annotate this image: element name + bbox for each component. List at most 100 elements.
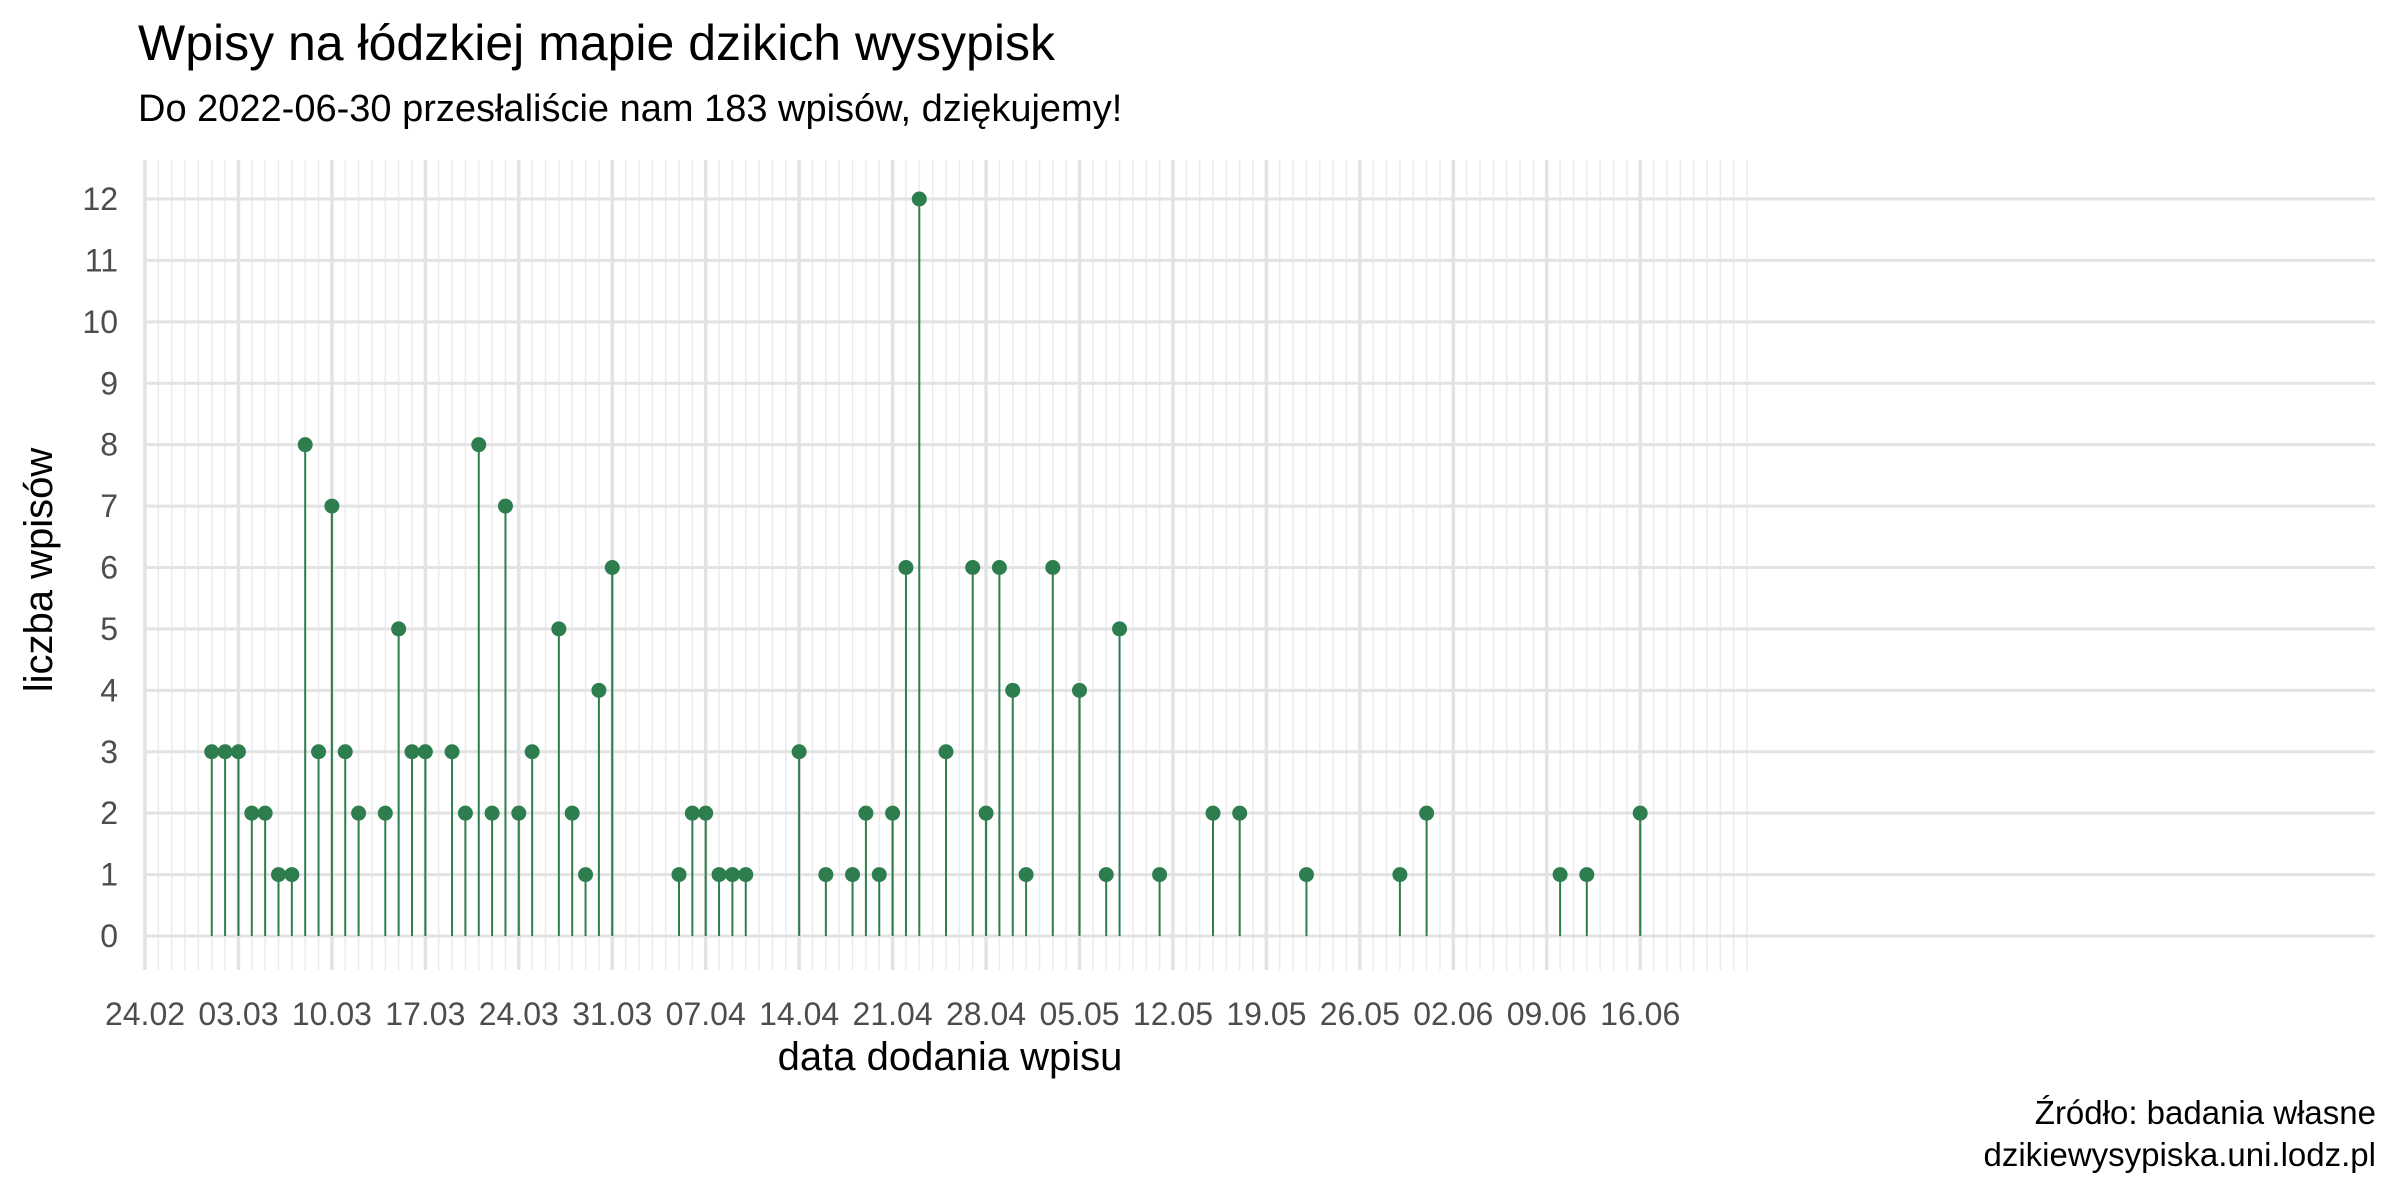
x-tick-label: 24.03 bbox=[479, 996, 559, 1032]
caption-source: Źródło: badania własne bbox=[2034, 1094, 2376, 1131]
lollipop-point bbox=[377, 805, 393, 821]
chart-subtitle: Do 2022-06-30 przesłaliście nam 183 wpis… bbox=[138, 88, 1123, 130]
lollipop-point bbox=[1005, 682, 1021, 698]
x-tick-label: 03.03 bbox=[198, 996, 278, 1032]
lollipop-point bbox=[818, 867, 834, 883]
lollipop-point bbox=[444, 744, 460, 760]
lollipop-point bbox=[1072, 682, 1087, 698]
lollipop-point bbox=[230, 744, 246, 760]
x-tick-label: 24.02 bbox=[105, 996, 185, 1032]
lollipop-point bbox=[217, 744, 233, 760]
lollipop-point bbox=[204, 744, 220, 760]
x-tick-label: 10.03 bbox=[292, 996, 372, 1032]
lollipop-point bbox=[1579, 867, 1595, 883]
x-axis-title: data dodania wpisu bbox=[778, 1035, 1123, 1079]
major-gridlines bbox=[143, 160, 2375, 970]
lollipop-point bbox=[1632, 805, 1648, 821]
lollipop-point bbox=[738, 867, 754, 883]
lollipop-point bbox=[578, 867, 594, 883]
lollipop-point bbox=[297, 437, 313, 453]
x-tick-label: 14.04 bbox=[759, 996, 839, 1032]
lollipop-point bbox=[604, 560, 620, 575]
x-tick-label: 26.05 bbox=[1320, 996, 1400, 1032]
lollipop-point bbox=[257, 805, 273, 821]
x-tick-label: 28.04 bbox=[946, 996, 1026, 1032]
y-tick-label: 10 bbox=[82, 304, 118, 340]
lollipop-point bbox=[284, 867, 300, 883]
lollipop-point bbox=[351, 805, 367, 821]
y-tick-label: 2 bbox=[100, 795, 118, 831]
lollipop-point bbox=[1392, 867, 1408, 883]
lollipop-point bbox=[1298, 867, 1314, 883]
y-tick-label: 6 bbox=[100, 550, 118, 586]
lollipop-point bbox=[1205, 805, 1221, 821]
y-tick-label: 7 bbox=[100, 488, 118, 524]
x-tick-label: 17.03 bbox=[385, 996, 465, 1032]
lollipop-point bbox=[911, 191, 927, 207]
x-tick-label: 12.05 bbox=[1133, 996, 1213, 1032]
lollipop-point bbox=[858, 805, 874, 821]
lollipop-point bbox=[684, 805, 700, 821]
lollipop-point bbox=[244, 805, 260, 821]
lollipop-point bbox=[591, 682, 607, 698]
lollipop-point bbox=[1112, 621, 1128, 637]
lollipop-point bbox=[1098, 867, 1114, 883]
lollipop-point bbox=[417, 744, 433, 760]
y-tick-label: 11 bbox=[85, 242, 118, 278]
x-tick-label: 19.05 bbox=[1226, 996, 1306, 1032]
lollipop-point bbox=[271, 867, 286, 883]
lollipop-point bbox=[404, 744, 420, 760]
y-axis-title: liczba wpisów bbox=[17, 448, 61, 693]
lollipop-stems bbox=[210, 199, 1642, 936]
lollipop-point bbox=[938, 744, 954, 760]
lollipop-point bbox=[391, 621, 407, 637]
y-tick-label: 9 bbox=[100, 365, 118, 401]
y-tick-label: 12 bbox=[82, 181, 118, 217]
lollipop-point bbox=[457, 805, 473, 821]
lollipop-point bbox=[324, 498, 340, 514]
lollipop-point bbox=[551, 621, 567, 637]
x-tick-label: 31.03 bbox=[572, 996, 652, 1032]
lollipop-point bbox=[511, 805, 527, 821]
lollipop-point bbox=[1552, 867, 1568, 883]
lollipop-point bbox=[871, 867, 887, 883]
chart-title: Wpisy na łódzkiej mapie dzikich wysypisk bbox=[138, 15, 1055, 71]
lollipop-point bbox=[471, 437, 487, 453]
lollipop-point bbox=[337, 744, 353, 760]
lollipop-point bbox=[885, 805, 901, 821]
lollipop-point bbox=[497, 498, 513, 514]
x-axis-tick-labels: 24.02 03.03 10.03 17.03 24.03 31.03 07.04 14.04… bbox=[105, 996, 1680, 1032]
lollipop-point bbox=[845, 867, 861, 883]
lollipop-point bbox=[671, 867, 687, 883]
y-tick-label: 8 bbox=[100, 427, 118, 463]
y-tick-label: 5 bbox=[100, 611, 118, 647]
y-tick-label: 4 bbox=[100, 672, 118, 708]
x-tick-label: 07.04 bbox=[666, 996, 746, 1032]
x-tick-label: 09.06 bbox=[1507, 996, 1587, 1032]
lollipop-point bbox=[1419, 805, 1435, 821]
lollipop-point bbox=[791, 744, 807, 760]
lollipop-point bbox=[991, 560, 1007, 575]
lollipop-point bbox=[898, 560, 914, 575]
lollipop-point bbox=[1232, 805, 1248, 821]
y-tick-label: 0 bbox=[100, 918, 118, 954]
lollipop-point bbox=[1152, 867, 1168, 883]
x-tick-label: 02.06 bbox=[1413, 996, 1493, 1032]
lollipop-point bbox=[311, 744, 327, 760]
lollipop-point bbox=[1045, 560, 1061, 575]
lollipop-point bbox=[564, 805, 580, 821]
caption-url: dzikiewysypiska.uni.lodz.pl bbox=[1983, 1136, 2376, 1173]
lollipop-points bbox=[204, 191, 1648, 883]
lollipop-point bbox=[1018, 867, 1034, 883]
lollipop-point bbox=[711, 867, 727, 883]
y-tick-label: 1 bbox=[100, 857, 118, 893]
lollipop-point bbox=[724, 867, 740, 883]
lollipop-point bbox=[698, 805, 714, 821]
lollipop-point bbox=[484, 805, 500, 821]
x-tick-label: 21.04 bbox=[853, 996, 933, 1032]
lollipop-point bbox=[965, 560, 981, 575]
lollipop-point bbox=[524, 744, 540, 760]
x-tick-label: 05.05 bbox=[1039, 996, 1119, 1032]
